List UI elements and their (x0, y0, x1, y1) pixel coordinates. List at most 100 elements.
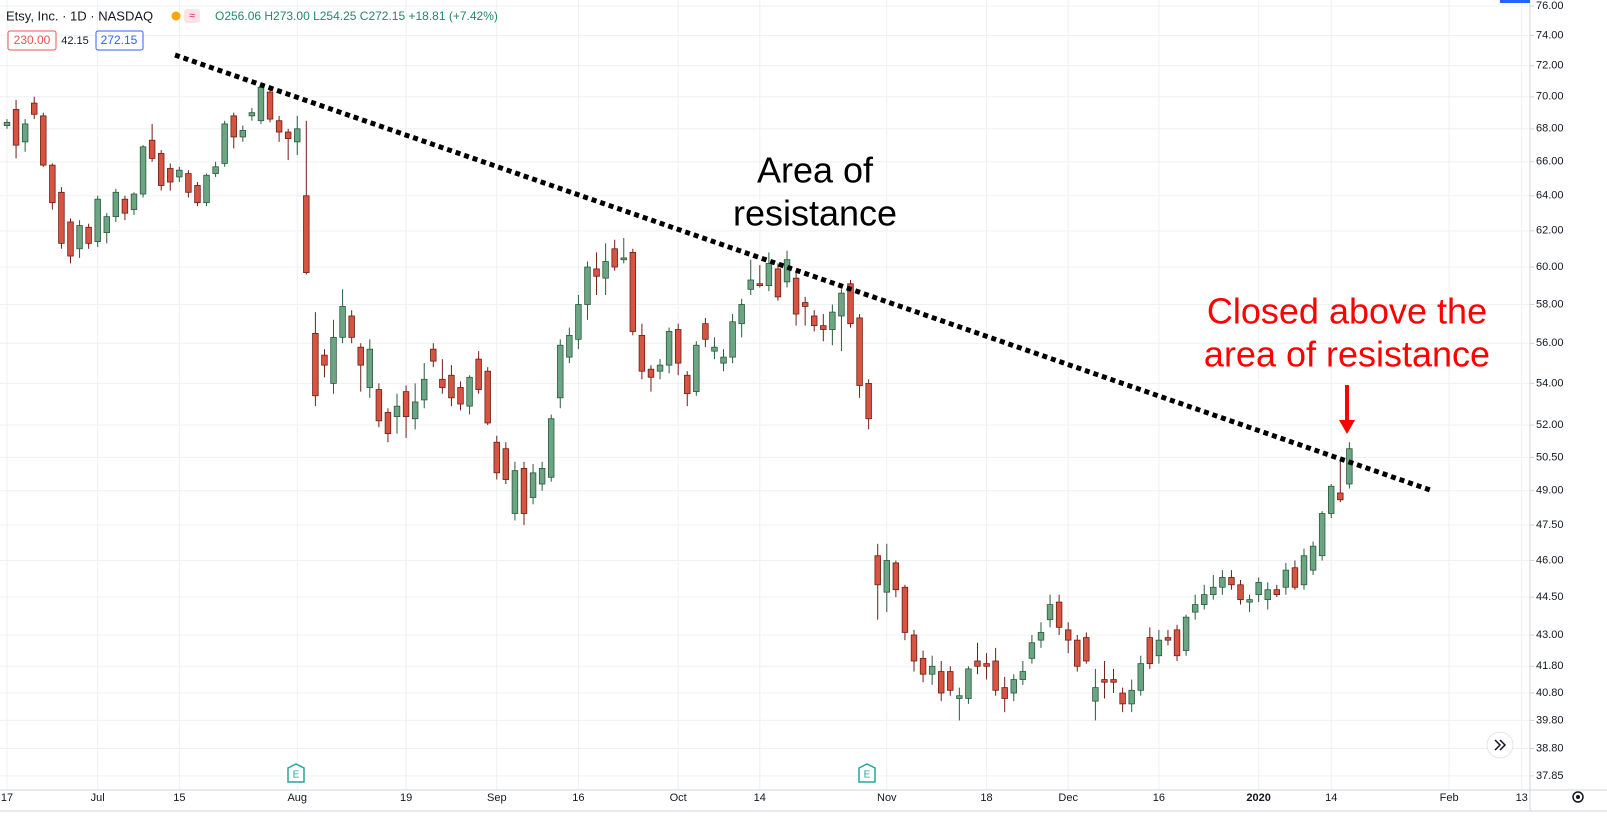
candle-body (1182, 616, 1190, 651)
y-tick-label: 56.00 (1536, 337, 1564, 349)
x-tick-label: Jul (91, 792, 105, 804)
candle-body (421, 378, 428, 401)
grid (0, 0, 1530, 790)
candle-body (176, 169, 183, 178)
candle-body (1092, 687, 1099, 702)
candle-body (992, 660, 999, 691)
gear-icon[interactable] (1572, 791, 1584, 803)
candle-body (593, 268, 600, 277)
candle-body (801, 302, 809, 307)
y-tick-label: 38.80 (1536, 742, 1564, 754)
candle-body (1137, 663, 1144, 691)
y-tick-label: 47.50 (1536, 519, 1564, 531)
candle-body (58, 191, 65, 244)
candle-body (502, 448, 510, 480)
sun-icon (171, 11, 181, 21)
candle-body (965, 668, 972, 699)
candle-body (919, 657, 927, 675)
y-tick-label: 76.00 (1536, 0, 1564, 12)
candle-body (21, 123, 29, 143)
candle-body (1300, 555, 1308, 586)
candle-body (910, 634, 918, 662)
candle-body (157, 153, 165, 186)
header-box-text: 230.00 (14, 33, 51, 47)
x-tick-label: Aug (287, 792, 307, 804)
candle-body (185, 173, 192, 193)
candle-body (756, 283, 764, 287)
x-tick-label: Dec (1058, 792, 1078, 804)
candle-body (1119, 692, 1126, 705)
x-tick-label: 13 (1516, 792, 1528, 804)
earnings-badge[interactable] (858, 763, 876, 783)
candle-body (811, 315, 818, 327)
x-tick-label: 16 (572, 792, 584, 804)
candle-body (747, 279, 754, 290)
candle-body (284, 131, 292, 139)
candle-body (384, 412, 392, 435)
earnings-marker[interactable]: E (287, 763, 305, 783)
y-tick-label: 44.50 (1536, 591, 1564, 603)
ohlc-legend: O256.06 H273.00 L254.25 C272.15 +18.81 (… (215, 9, 498, 23)
candle-body (194, 185, 201, 204)
candle-body (1282, 569, 1290, 588)
candle-body (1318, 513, 1326, 557)
x-tick-label: 17 (1, 792, 13, 804)
candle-body (584, 266, 591, 305)
x-tick-label: 16 (1153, 792, 1165, 804)
candle-body (792, 277, 800, 315)
gear-center (1576, 795, 1580, 799)
y-tick-label: 66.00 (1536, 156, 1564, 168)
x-tick-label: Feb (1440, 792, 1459, 804)
candle-body (1228, 577, 1235, 586)
candle-body (411, 401, 419, 420)
y-tick-label: 74.00 (1536, 29, 1564, 41)
candle-body (12, 109, 20, 146)
earnings-marker[interactable]: E (858, 763, 876, 783)
candle-body (3, 121, 11, 126)
y-tick-label: 64.00 (1536, 190, 1564, 202)
scroll-button[interactable] (1486, 731, 1514, 759)
x-tick-label: 2020 (1246, 792, 1270, 804)
candle-body (1201, 594, 1208, 605)
candle-body (67, 221, 74, 257)
candle-body (167, 168, 174, 183)
candle-body (1064, 629, 1072, 641)
candle-body (393, 405, 401, 418)
candle-body (112, 191, 120, 218)
candle-body (1083, 637, 1090, 662)
candle-body (1074, 639, 1081, 667)
candle-body (330, 336, 337, 384)
arrow (1339, 385, 1355, 434)
settings-button[interactable] (1572, 791, 1584, 803)
candle-body (856, 317, 863, 386)
y-tick-label: 60.00 (1536, 261, 1564, 273)
candle-body (121, 198, 129, 214)
earnings-badge[interactable] (287, 763, 305, 783)
candle-body (883, 560, 891, 593)
header-box (95, 30, 144, 51)
x-tick-label: 14 (1325, 792, 1337, 804)
candle-body (475, 358, 482, 390)
candle-body (575, 304, 582, 340)
header-box-text: 272.15 (101, 33, 138, 47)
candle-body (892, 562, 900, 591)
x-tick-label: Oct (670, 792, 687, 804)
candle-body (983, 663, 990, 667)
wave-glyph: ≈ (189, 10, 195, 22)
candle-body (774, 268, 782, 298)
candle-body (321, 354, 328, 366)
candle-body (448, 374, 455, 399)
candle-body (611, 248, 618, 268)
candle-body (529, 472, 537, 498)
candle-body (275, 120, 283, 133)
y-tick-label: 70.00 (1536, 91, 1564, 103)
candle-body (1173, 629, 1181, 657)
candle-body (765, 262, 773, 287)
y-tick-label: 49.00 (1536, 485, 1564, 497)
candle-body (1046, 604, 1054, 621)
candle-body (312, 333, 319, 397)
candle-body (1010, 679, 1017, 694)
candle-body (130, 193, 138, 211)
